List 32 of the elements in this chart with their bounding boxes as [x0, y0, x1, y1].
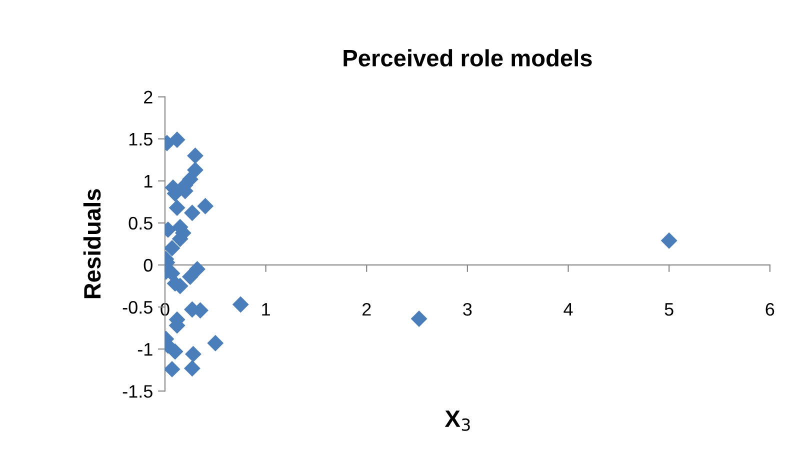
point	[184, 204, 200, 222]
x-tick-label: 6	[766, 302, 774, 316]
point	[184, 346, 202, 362]
x-tick-label: 1	[262, 303, 270, 316]
y-axis-title: Residuals	[83, 189, 101, 298]
y-tick-label: 1	[144, 175, 152, 188]
point	[189, 260, 206, 278]
y-tick-label: 0	[144, 258, 152, 272]
x-tick-label: 4	[564, 303, 573, 316]
y-tick-label: -1	[138, 343, 152, 356]
point	[164, 360, 180, 378]
point	[660, 232, 678, 249]
y-tick-label: 2	[144, 90, 152, 104]
y-tick-label: -1.5	[122, 385, 152, 398]
point	[197, 198, 214, 214]
point	[187, 147, 204, 164]
x-tick-label: 2	[362, 302, 371, 316]
point	[232, 296, 249, 313]
x-axis-title: X$_{3}$	[444, 410, 470, 431]
point	[166, 343, 184, 360]
y-tick-label: -0.5	[122, 300, 152, 314]
point	[168, 200, 186, 216]
x-tick-label: 3	[463, 302, 472, 316]
chart-title: Perceived role models	[344, 49, 592, 67]
point	[410, 310, 428, 327]
y-tick-label: 0.5	[128, 216, 152, 230]
point	[184, 360, 200, 377]
x-tick-label: 5	[664, 303, 674, 316]
point	[164, 240, 180, 256]
point	[207, 334, 224, 352]
y-tick-label: 1.5	[129, 133, 152, 146]
point	[168, 132, 186, 148]
